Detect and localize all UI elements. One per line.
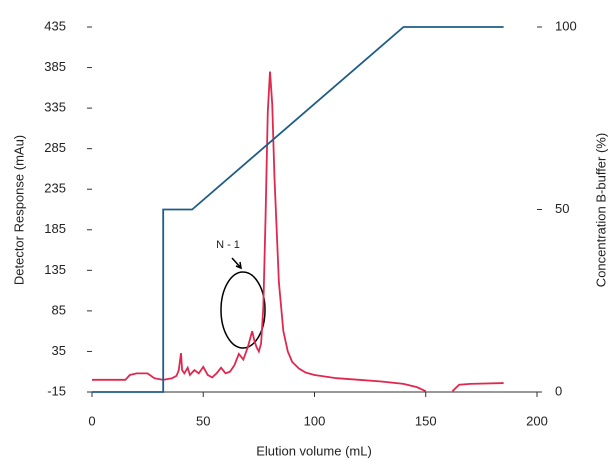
y2-axis-label: Concentration B-buffer (%) — [593, 133, 608, 287]
y2-tick-label: 0 — [555, 383, 562, 398]
x-tick-label: 200 — [526, 413, 548, 428]
series-line — [92, 71, 504, 393]
x-tick-label: 150 — [415, 413, 437, 428]
y-axis-label: Detector Response (mAu) — [11, 135, 26, 285]
y-tick-label: 335 — [44, 100, 66, 115]
x-tick-label: 100 — [304, 413, 326, 428]
y2-tick-label: 100 — [555, 18, 577, 33]
y-tick-label: 185 — [44, 221, 66, 236]
series-line — [92, 26, 504, 393]
x-tick-label: 0 — [88, 413, 95, 428]
y-tick-label: 235 — [44, 181, 66, 196]
annotation-arrow — [231, 257, 242, 270]
y-tick-label: -15 — [47, 383, 66, 398]
y-tick-label: 35 — [52, 343, 66, 358]
y-tick-label: 435 — [44, 18, 66, 33]
annotation: N - 1 — [216, 239, 240, 251]
x-axis-label: Elution volume (mL) — [256, 443, 372, 458]
y-tick-label: 135 — [44, 262, 66, 277]
y-tick-label: 385 — [44, 59, 66, 74]
y-tick-label: 85 — [52, 302, 66, 317]
y2-tick-label: 50 — [555, 201, 569, 216]
annotation-ellipse — [220, 271, 266, 349]
y-tick-label: 285 — [44, 140, 66, 155]
x-tick-label: 50 — [196, 413, 210, 428]
